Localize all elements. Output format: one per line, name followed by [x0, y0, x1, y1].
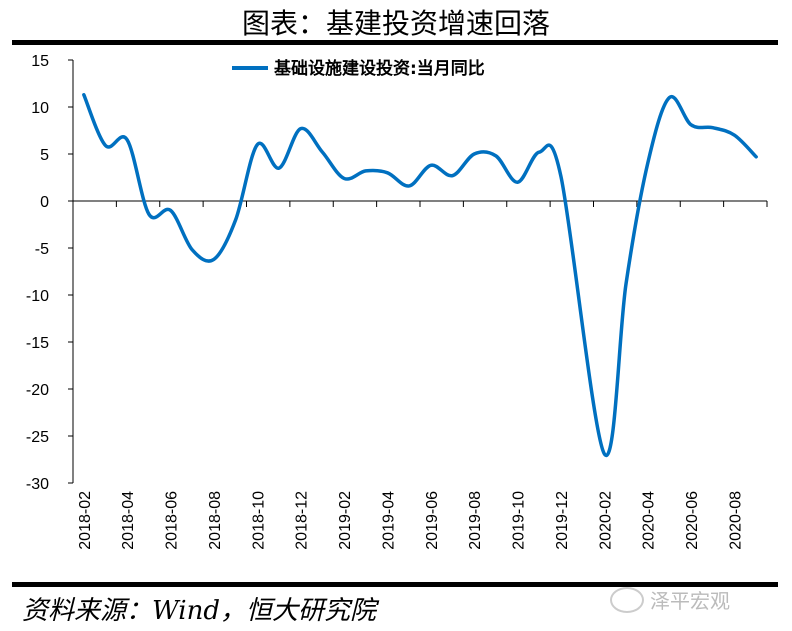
- legend-label: 基础设施建设投资:当月同比: [273, 58, 485, 79]
- y-tick-label: -20: [26, 382, 49, 399]
- watermark-text: 泽平宏观: [650, 589, 730, 613]
- tick-labels: 15 10 5 0 -5 -10 -15 -20 -25 -30 2018-02 2018-04 201…: [26, 53, 745, 550]
- x-tick-label: 2020-06: [684, 491, 701, 550]
- x-tick-label: 2018-10: [250, 491, 267, 550]
- figure-title: 图表：基建投资增速回落: [241, 7, 550, 40]
- legend: 基础设施建设投资:当月同比: [232, 58, 485, 79]
- y-tick-label: -30: [26, 476, 49, 493]
- x-tick-label: 2018-12: [294, 491, 311, 550]
- x-tick-label: 2019-04: [380, 491, 397, 550]
- title-divider: [12, 40, 778, 45]
- source-note: 资料来源：Wind，恒大研究院: [22, 596, 376, 626]
- y-tick-label: 15: [31, 53, 49, 70]
- wechat-icon: [610, 587, 644, 613]
- series-line: [82, 93, 758, 458]
- y-tick-label: 5: [40, 147, 49, 164]
- x-tick-label: 2018-04: [120, 491, 137, 550]
- x-tick-label: 2020-04: [641, 491, 658, 550]
- x-tick-label: 2018-08: [207, 491, 224, 550]
- y-tick-label: -25: [26, 429, 49, 446]
- x-tick-label: 2019-02: [337, 491, 354, 550]
- y-tick-label: 10: [31, 100, 49, 117]
- axes: [68, 59, 768, 484]
- watermark: 泽平宏观: [610, 585, 730, 614]
- x-tick-label: 2019-12: [554, 491, 571, 550]
- x-tick-label: 2018-02: [77, 491, 94, 550]
- y-tick-label: -15: [26, 335, 49, 352]
- x-tick-label: 2019-06: [424, 491, 441, 550]
- x-tick-label: 2018-06: [164, 491, 181, 550]
- y-tick-label: 0: [40, 194, 49, 211]
- y-tick-label: -5: [35, 241, 49, 258]
- x-tick-label: 2019-10: [511, 491, 528, 550]
- series-group: [82, 93, 758, 458]
- x-tick-label: 2020-08: [727, 491, 744, 550]
- x-tick-label: 2019-08: [467, 491, 484, 550]
- source-divider: [12, 582, 778, 587]
- x-tick-label: 2020-02: [597, 491, 614, 550]
- y-tick-label: -10: [26, 288, 49, 305]
